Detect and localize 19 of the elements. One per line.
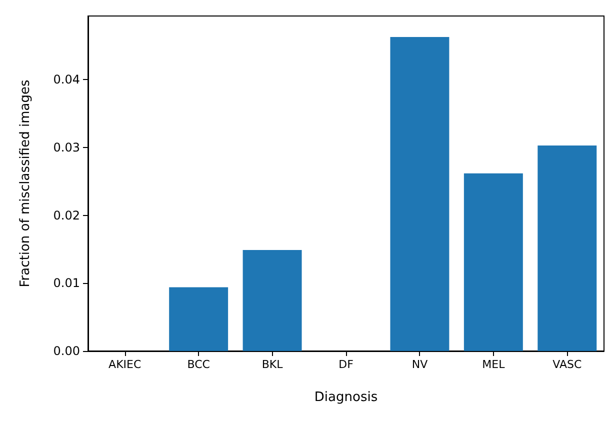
x-tick-label: MEL — [482, 358, 506, 371]
bar — [242, 250, 302, 351]
bar — [169, 287, 228, 351]
y-tick-label: 0.03 — [53, 140, 80, 155]
x-tick-label: AKIEC — [108, 358, 142, 371]
y-tick-label: 0.02 — [53, 208, 80, 222]
y-tick-label: 0.00 — [53, 344, 80, 358]
x-tick-label: NV — [412, 358, 428, 371]
x-tick-label: BKL — [262, 358, 284, 371]
x-tick-label: DF — [338, 358, 354, 371]
y-tick-label: 0.01 — [53, 276, 80, 290]
bar — [390, 37, 450, 351]
x-tick-label: VASC — [552, 358, 582, 371]
x-axis-title: Diagnosis — [314, 390, 378, 405]
y-axis-title: Fraction of misclassified images — [18, 80, 33, 288]
bar — [538, 146, 597, 351]
bar — [464, 173, 523, 351]
y-tick-label: 0.04 — [53, 72, 80, 87]
x-tick-label: BCC — [187, 358, 210, 371]
